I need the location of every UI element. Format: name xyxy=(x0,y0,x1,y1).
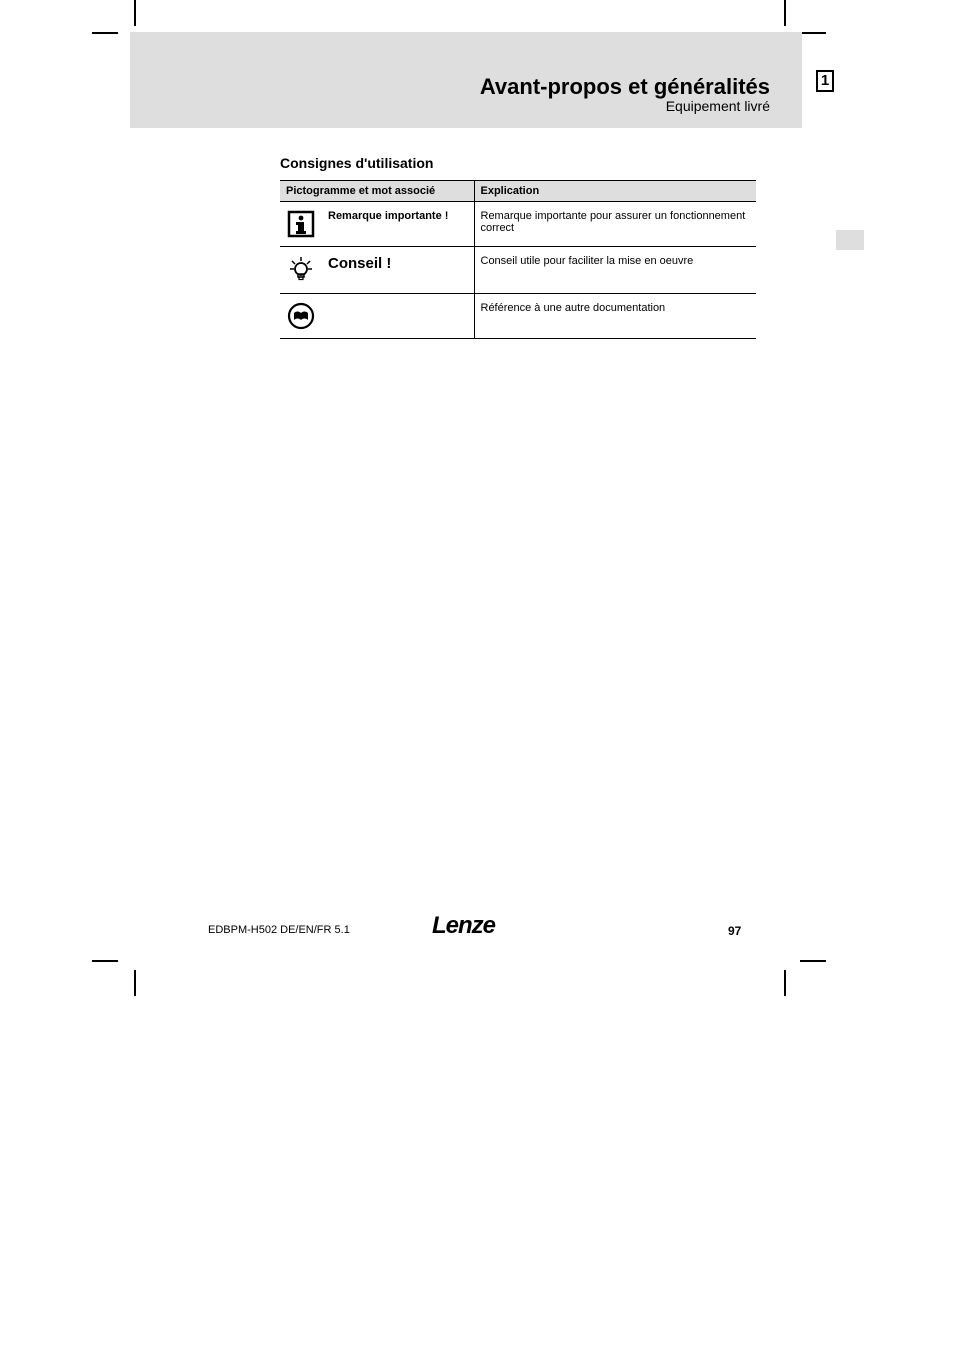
page: Avant-propos et généralités Equipement l… xyxy=(0,0,954,1350)
crop-mark xyxy=(784,970,786,996)
table-header-row: Pictogramme et mot associé Explication xyxy=(280,181,756,202)
header-subtitle: Equipement livré xyxy=(666,98,770,114)
crop-mark xyxy=(134,0,136,26)
row-label: Remarque importante ! xyxy=(322,202,474,247)
book-icon xyxy=(280,294,322,339)
row-explanation: Remarque importante pour assurer un fonc… xyxy=(474,202,756,247)
table-row: Référence à une autre documentation xyxy=(280,294,756,339)
header-title: Avant-propos et généralités xyxy=(480,74,770,100)
column-header: Pictogramme et mot associé xyxy=(280,181,474,202)
info-icon xyxy=(280,202,322,247)
bulb-icon xyxy=(280,247,322,294)
footer-page-number: 97 xyxy=(728,924,741,938)
crop-mark xyxy=(784,0,786,26)
header-band: Avant-propos et généralités Equipement l… xyxy=(130,32,802,128)
section-heading: Consignes d'utilisation xyxy=(280,155,433,171)
crop-mark xyxy=(92,32,118,34)
row-explanation: Conseil utile pour faciliter la mise en … xyxy=(474,247,756,294)
crop-mark xyxy=(800,32,826,34)
table-row: Remarque importante ! Remarque important… xyxy=(280,202,756,247)
footer-doc-code: EDBPM-H502 DE/EN/FR 5.1 xyxy=(208,924,350,936)
crop-mark xyxy=(800,960,826,962)
row-explanation: Référence à une autre documentation xyxy=(474,294,756,339)
side-tab xyxy=(836,230,864,250)
row-label: Conseil ! xyxy=(322,247,474,294)
crop-mark xyxy=(134,970,136,996)
column-header: Explication xyxy=(474,181,756,202)
table-row: Conseil ! Conseil utile pour faciliter l… xyxy=(280,247,756,294)
row-label xyxy=(322,294,474,339)
crop-mark xyxy=(92,960,118,962)
pictogram-table: Pictogramme et mot associé Explication R… xyxy=(280,180,756,339)
footer-logo: Lenze xyxy=(432,912,495,940)
chapter-number: 1 xyxy=(816,70,834,92)
